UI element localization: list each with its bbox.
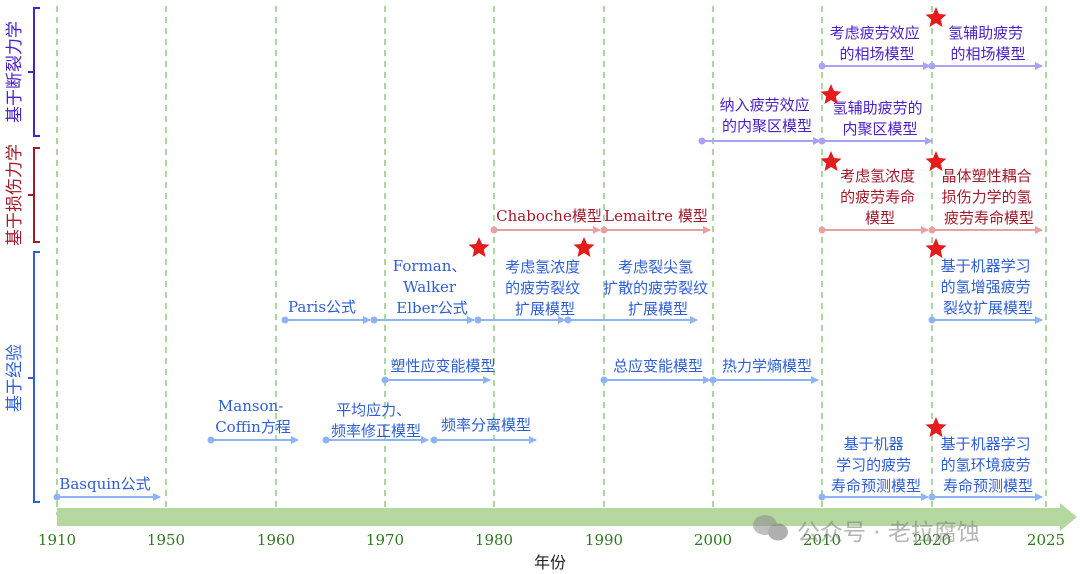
year-labels: 1910 1950 1960 1970 1980 1990 2000 2010 … xyxy=(38,531,1065,549)
arrow-dot xyxy=(381,376,389,384)
model-fatigue-phase-field: 考虑疲劳效应 的相场模型 xyxy=(830,24,925,63)
category-damage: 基于损伤力学 xyxy=(5,144,25,246)
year-label: 2020 xyxy=(913,531,951,549)
year-label: 1970 xyxy=(366,531,404,549)
bracket-empirical xyxy=(33,251,40,503)
year-label: 1990 xyxy=(585,531,623,549)
year-gridlines xyxy=(56,6,1047,515)
arrow-dot xyxy=(600,226,608,234)
wechat-icon xyxy=(753,515,788,541)
model-ml-h-env-life: 基于机器学习 的氢环境疲劳 寿命预测模型 xyxy=(941,435,1036,495)
arrow-dot xyxy=(281,316,289,324)
arrow-dot xyxy=(430,436,438,444)
star-icon xyxy=(820,151,842,171)
model-hydrogen-cohesive: 氢辅助疲劳的 内聚区模型 xyxy=(833,99,928,138)
bracket-damage xyxy=(33,147,40,243)
arrow-dot xyxy=(709,376,717,384)
model-crack-tip-h: 考虑裂尖氢 扩散的疲劳裂纹 扩展模型 xyxy=(603,258,713,318)
model-manson-coffin: Manson- Coffin方程 xyxy=(215,397,291,436)
model-basquin: Basquin公式 xyxy=(59,475,150,493)
star-icon xyxy=(573,237,595,257)
arrow-dot xyxy=(928,316,936,324)
watermark: 公众号 · 老拉腐蚀 xyxy=(753,515,980,546)
star-icon xyxy=(468,237,490,257)
timeline-axis-bar xyxy=(57,503,1077,531)
star-icon xyxy=(925,151,947,171)
model-h-conc-crack: 考虑氢浓度 的疲劳裂纹 扩展模型 xyxy=(505,258,585,318)
year-label: 1950 xyxy=(147,531,185,549)
bracket-fracture xyxy=(33,7,40,137)
arrow-dot xyxy=(698,137,706,145)
category-fracture: 基于断裂力学 xyxy=(5,21,25,123)
category-empirical: 基于经验 xyxy=(5,344,25,412)
arrow-dot xyxy=(207,436,215,444)
arrow-dot xyxy=(322,436,330,444)
star-icon xyxy=(925,238,947,258)
arrow-dot xyxy=(818,226,826,234)
model-crystal-plasticity: 晶体塑性耦合 损伤力学的氢 疲劳寿命模型 xyxy=(942,167,1037,227)
year-label: 1910 xyxy=(38,531,76,549)
arrow-dot xyxy=(818,62,826,70)
star-icon xyxy=(820,84,842,104)
model-total-strain-energy: 总应变能模型 xyxy=(613,357,703,375)
model-paris: Paris公式 xyxy=(288,298,356,316)
year-label: 1980 xyxy=(475,531,513,549)
model-forman-walker: Forman、 Walker Elber公式 xyxy=(393,257,471,317)
model-chaboche: Chaboche模型 xyxy=(496,207,602,225)
model-plastic-strain-energy: 塑性应变能模型 xyxy=(390,357,495,375)
year-label: 2025 xyxy=(1027,531,1065,549)
arrow-dot xyxy=(370,316,378,324)
arrow-dot xyxy=(928,493,936,501)
model-ml-h-crack: 基于机器学习 的氢增强疲劳 裂纹扩展模型 xyxy=(941,257,1036,317)
arrow-dot xyxy=(600,376,608,384)
year-label: 2000 xyxy=(694,531,732,549)
arrow-dot xyxy=(490,226,498,234)
arrow-dot xyxy=(818,137,826,145)
axis-title: 年份 xyxy=(534,553,566,572)
model-freq-sep: 频率分离模型 xyxy=(441,416,531,434)
star-icon xyxy=(925,7,947,27)
model-lemaitre: Lemaitre 模型 xyxy=(604,207,708,225)
year-label: 1960 xyxy=(257,531,295,549)
arrow-dot xyxy=(818,493,826,501)
model-mean-stress: 平均应力、 频率修正模型 xyxy=(331,401,421,440)
model-ml-life: 基于机器 学习的疲劳 寿命预测模型 xyxy=(831,435,921,495)
model-h-conc-life: 考虑氢浓度 的疲劳寿命 模型 xyxy=(840,167,920,227)
arrow-dot xyxy=(928,62,936,70)
arrow-dot xyxy=(474,316,482,324)
model-fatigue-cohesive: 纳入疲劳效应 的内聚区模型 xyxy=(720,96,815,135)
model-hydrogen-phase-field: 氢辅助疲劳 的相场模型 xyxy=(948,24,1028,63)
arrow-dot xyxy=(53,493,61,501)
hydrogen-markers xyxy=(468,7,947,437)
year-label: 2010 xyxy=(803,531,841,549)
star-icon xyxy=(925,417,947,437)
model-thermo-entropy: 热力学熵模型 xyxy=(722,357,812,375)
watermark-text: 公众号 · 老拉腐蚀 xyxy=(797,520,980,546)
arrow-dot xyxy=(564,316,572,324)
arrow-dot xyxy=(928,226,936,234)
